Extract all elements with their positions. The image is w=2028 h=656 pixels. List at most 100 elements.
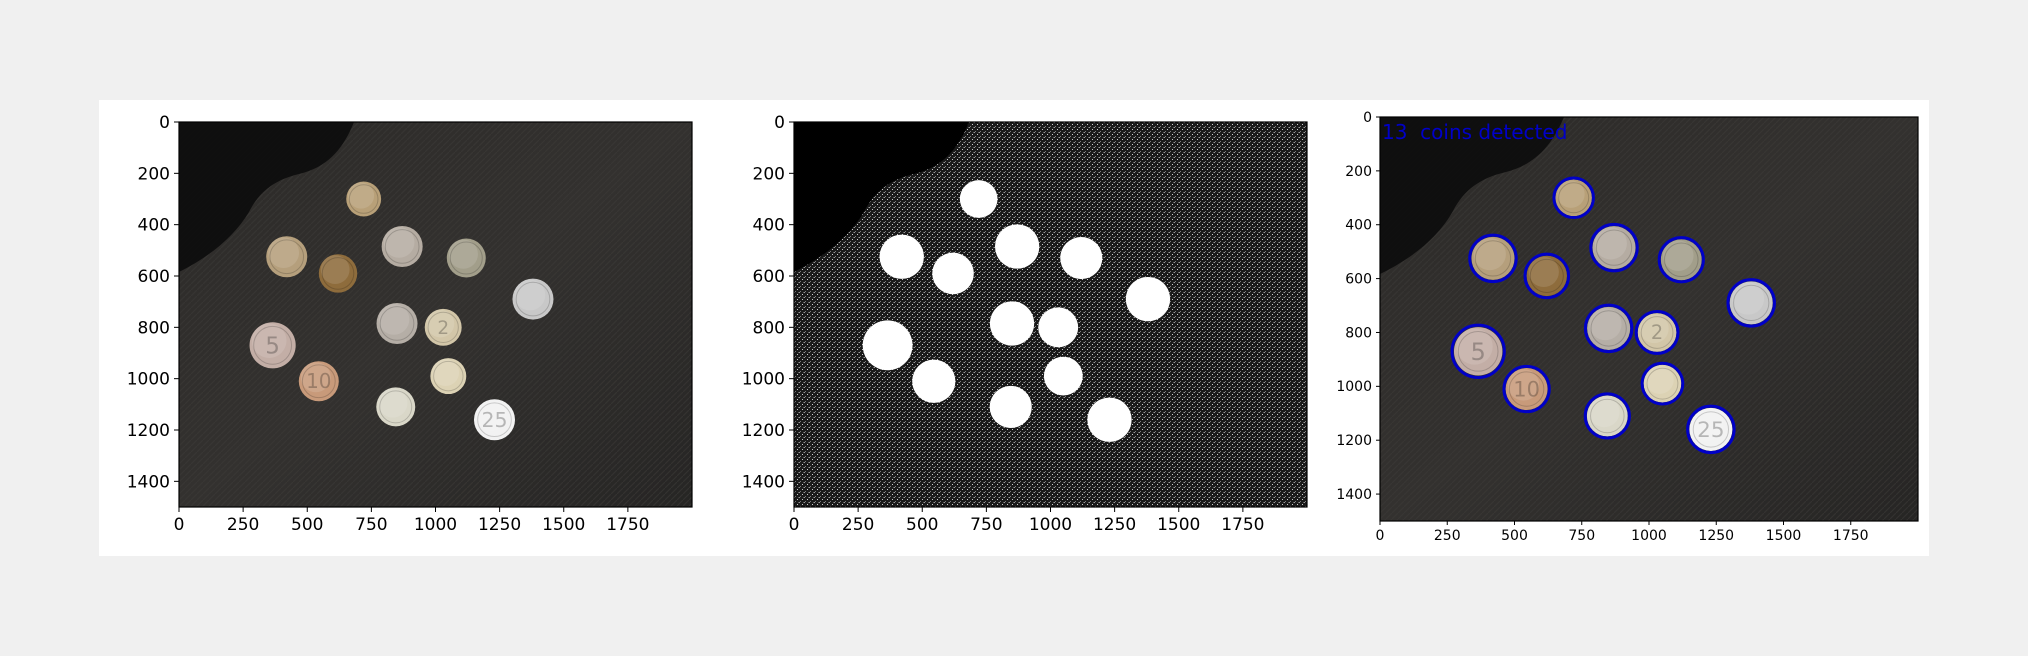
y-tick-label: 1000: [742, 370, 785, 390]
detection-circle: [1468, 233, 1518, 284]
coin-highlight: [251, 323, 287, 358]
y-tick-label: 800: [138, 318, 170, 338]
coin-highlight: [378, 303, 410, 335]
coin-disc: [1729, 281, 1773, 325]
y-tick-label: 1200: [127, 421, 170, 441]
coin-disc: [1471, 236, 1515, 280]
detection-circle: [1552, 176, 1595, 220]
y-tick-label: 0: [774, 113, 785, 133]
coin: [1555, 179, 1592, 217]
coin-rim: [1646, 367, 1679, 400]
coin-rim: [379, 390, 413, 424]
x-tick-label: 1750: [1221, 515, 1264, 535]
coin-rim: [1558, 182, 1590, 214]
coin-disc: [1643, 364, 1682, 403]
mask-blob: [862, 320, 913, 371]
coin-rim: [301, 364, 336, 399]
coin: [266, 236, 308, 278]
coin-highlight: [1639, 314, 1669, 344]
coin-disc: [473, 399, 516, 441]
x-tick-label: 0: [174, 515, 185, 535]
x-tick-label: 750: [355, 515, 387, 535]
blobs-layer: [862, 180, 1171, 442]
coin-engraving: 25: [481, 408, 507, 432]
coin: 5: [249, 322, 296, 369]
coin-disc: [1453, 327, 1503, 376]
coin-engraving: 10: [1513, 377, 1540, 401]
y-tick-label: 400: [138, 216, 170, 236]
coin-disc: [376, 387, 416, 427]
coin-rim: [1529, 258, 1564, 293]
shadow-region: [1380, 117, 1564, 274]
x-tick-label: 0: [1376, 528, 1385, 544]
coin: 25: [1689, 407, 1733, 451]
panel-binary-mask: 0 250 500 750 1000 1250 1500 1750 0 200 400 600 800…: [742, 113, 1308, 535]
coin-highlight: [1691, 408, 1724, 442]
coin-disc: [1660, 239, 1702, 281]
coin-highlight: [320, 255, 350, 285]
coin: [1729, 281, 1773, 325]
y-tick-label: 200: [138, 164, 170, 184]
mask-blob: [879, 234, 924, 279]
coin-rim: [253, 325, 293, 365]
mask-blob: [912, 359, 956, 403]
mask-blob: [1125, 276, 1171, 322]
coin-highlight: [1594, 227, 1627, 260]
y-tick-label: 0: [1363, 110, 1372, 126]
coin-rim: [1508, 371, 1545, 407]
y-tick-label: 0: [159, 113, 170, 133]
coin-disc: [298, 361, 339, 402]
mask-blob: [959, 180, 998, 218]
y-tick-label: 1400: [742, 472, 785, 492]
coin: [1660, 239, 1702, 281]
y-tick-label: 400: [1345, 218, 1372, 234]
coin: [346, 181, 382, 217]
coin-rim: [449, 241, 483, 275]
mask-blob: [1060, 236, 1103, 280]
coin-highlight: [1473, 237, 1506, 271]
coin: 10: [1505, 368, 1548, 411]
coin-rim: [1590, 310, 1627, 347]
x-tick-label: 500: [1501, 528, 1528, 544]
coin: [376, 387, 416, 427]
coin-engraving: 10: [306, 369, 331, 393]
y-tick-label: 1000: [1336, 379, 1372, 395]
mask-dark-region: [794, 122, 969, 272]
y-axis-original: 0 200 400 600 800 1000 1200 1400: [127, 113, 179, 492]
coin-disc: [1586, 395, 1628, 437]
mask-blob: [994, 224, 1040, 269]
coin-disc: [430, 358, 467, 395]
coin-highlight: [1662, 240, 1694, 271]
x-tick-label: 500: [906, 515, 938, 535]
x-tick-label: 1250: [478, 515, 521, 535]
y-tick-label: 1000: [127, 370, 170, 390]
y-tick-label: 800: [1345, 325, 1372, 341]
coin: [1587, 306, 1631, 350]
coin-disc: [1526, 255, 1567, 297]
coin-highlight: [1528, 256, 1559, 288]
coin-highlight: [426, 309, 455, 338]
x-tick-label: 1750: [1833, 528, 1869, 544]
detection-circles-layer: [1450, 176, 1776, 455]
coin-highlight: [1557, 180, 1585, 208]
coin-disc: [1587, 306, 1631, 350]
y-tick-label: 600: [753, 267, 785, 287]
detection-circle: [1640, 361, 1685, 406]
mask-blob: [1043, 356, 1083, 396]
y-tick-label: 600: [1345, 272, 1372, 288]
coin-highlight: [1456, 328, 1493, 365]
detection-circle: [1726, 278, 1776, 328]
coin-highlight: [1645, 365, 1674, 394]
x-tick-label: 1750: [606, 515, 649, 535]
x-tick-label: 750: [1568, 528, 1595, 544]
coin: [430, 358, 467, 395]
coin-disc: [346, 181, 382, 217]
coin-disc: [1689, 407, 1733, 451]
coin-rim: [515, 281, 551, 317]
coin-disc: [376, 302, 418, 345]
coin-engraving: 5: [1470, 338, 1485, 366]
coin-highlight: [1507, 369, 1540, 401]
